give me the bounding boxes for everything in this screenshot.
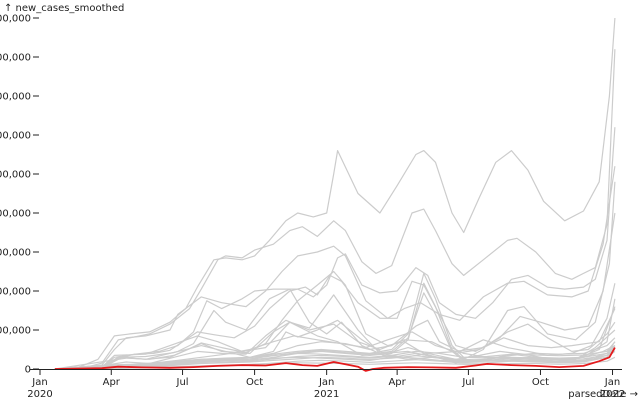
y-axis-label: ↑ new_cases_smoothed xyxy=(4,3,124,14)
y-tick-label-1: 00,000 xyxy=(0,326,31,337)
y-tick-label-7: 00,000 xyxy=(0,92,31,103)
x-tick-label-6: Jul xyxy=(461,377,474,388)
y-tick-label-0: 0 xyxy=(25,365,31,376)
series-line-20 xyxy=(54,49,616,370)
y-tick-label-5: 00,000 xyxy=(0,170,31,181)
y-tick-label-6: 00,000 xyxy=(0,131,31,142)
y-tick-label-2: 00,000 xyxy=(0,287,31,298)
x-tick-label-4: Jan xyxy=(318,377,334,388)
x-tick-label-0: Jan xyxy=(31,377,47,388)
highlighted-series-line xyxy=(54,347,616,372)
series-line-16 xyxy=(54,212,616,370)
series-line-12 xyxy=(54,341,616,370)
series-lines xyxy=(54,17,616,370)
series-line-9 xyxy=(54,337,616,370)
series-line-17 xyxy=(54,298,616,370)
series-line-21 xyxy=(54,17,616,370)
series-line-4 xyxy=(54,308,616,370)
x-tick-label-2: Jul xyxy=(176,377,189,388)
series-line-18 xyxy=(54,127,616,370)
series-line-11 xyxy=(54,349,616,370)
series-line-3 xyxy=(54,321,616,370)
x-axis-label: parsedDate → xyxy=(568,389,638,400)
y-axis-ticks: 0 00,000 00,000 00,000 00,000 00,000 00,000 00,… xyxy=(0,14,39,376)
x-tick-label-8: Jan xyxy=(604,377,620,388)
x-tick-label-5: Apr xyxy=(388,377,406,388)
x-tick-year-0: 2020 xyxy=(27,389,52,400)
y-tick-label-3: 00,000 xyxy=(0,248,31,259)
x-tick-label-1: Apr xyxy=(103,377,121,388)
series-line-15 xyxy=(54,181,616,370)
x-tick-year-4: 2021 xyxy=(314,389,339,400)
x-tick-year-8: 2022 xyxy=(600,389,625,400)
y-tick-label-9: 00,000 xyxy=(0,14,31,25)
y-tick-label-4: 00,000 xyxy=(0,209,31,220)
y-tick-label-8: 00,000 xyxy=(0,53,31,64)
x-tick-label-3: Oct xyxy=(246,377,263,388)
x-tick-label-7: Oct xyxy=(532,377,549,388)
highlighted-series xyxy=(54,347,616,372)
series-line-19 xyxy=(54,166,616,370)
